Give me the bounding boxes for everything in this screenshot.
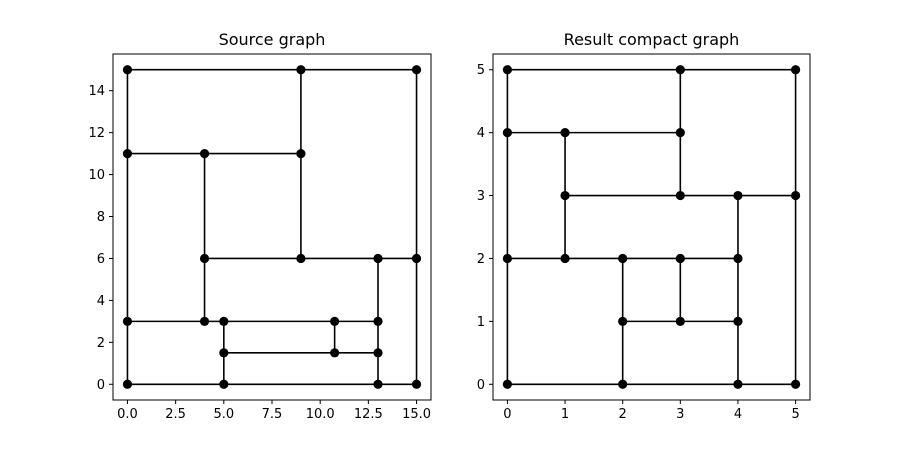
graph-node xyxy=(199,316,210,326)
graph-node xyxy=(790,190,801,201)
graph-node xyxy=(502,379,513,389)
graph-node xyxy=(502,128,513,138)
graph-node xyxy=(296,65,306,75)
graph-node xyxy=(122,149,133,159)
x-tick-label: 0 xyxy=(503,407,511,422)
graph-node xyxy=(373,253,383,264)
graph-node xyxy=(122,316,133,326)
y-tick-label: 1 xyxy=(477,315,485,330)
graph-node xyxy=(122,65,133,75)
graph-node xyxy=(618,316,628,326)
graph-node xyxy=(790,65,801,75)
graph-node xyxy=(330,348,340,358)
y-tick-label: 2 xyxy=(477,252,485,267)
graph-node xyxy=(560,128,570,138)
graph-node xyxy=(373,348,383,358)
y-tick-label: 12 xyxy=(88,126,105,141)
graph-node xyxy=(411,253,422,264)
graph-node xyxy=(560,190,570,201)
compact-graph-panel: Result compact graph 0 1 2 3 4 5 0 1 2 3 4 5 xyxy=(477,30,811,422)
x-tick-label: 2 xyxy=(619,407,627,422)
x-tick-label: 4 xyxy=(734,407,742,422)
chart-title: Result compact graph xyxy=(564,30,740,49)
graph-node xyxy=(502,65,513,75)
y-tick-label: 10 xyxy=(88,168,105,183)
graph-node xyxy=(373,316,383,326)
y-tick-label: 4 xyxy=(477,126,485,141)
graph-node xyxy=(411,379,422,389)
graph-node xyxy=(122,379,133,389)
axes-frame xyxy=(492,53,811,401)
graph-node xyxy=(199,149,210,159)
x-tick-label: 5 xyxy=(791,407,799,422)
graph-node xyxy=(733,253,743,264)
y-tick-label: 14 xyxy=(88,84,105,99)
y-tick-label: 3 xyxy=(477,189,485,204)
y-tick-label: 5 xyxy=(477,63,485,78)
graph-node xyxy=(675,190,685,201)
y-tick-label: 6 xyxy=(97,252,105,267)
graph-node xyxy=(618,379,628,389)
graph-node xyxy=(199,253,210,264)
graph-node xyxy=(675,253,685,264)
graph-node xyxy=(618,253,628,264)
graph-node xyxy=(675,316,685,326)
graph-node xyxy=(219,316,229,326)
y-tick-label: 8 xyxy=(97,210,105,225)
x-tick-label: 7.5 xyxy=(262,407,283,422)
x-tick-label: 3 xyxy=(676,407,684,422)
graph-node xyxy=(219,379,229,389)
graph-node xyxy=(733,316,743,326)
y-tick-label: 0 xyxy=(97,378,105,393)
graph-node xyxy=(733,190,743,201)
graph-node xyxy=(411,65,422,75)
x-tick-label: 12.5 xyxy=(354,407,383,422)
x-tick-label: 2.5 xyxy=(165,407,186,422)
graph-node xyxy=(675,65,685,75)
source-graph-panel: Source graph 0.0 2.5 5.0 7.5 10.0 12.5 15.0 0 2 4 6… xyxy=(88,30,432,422)
graph-node xyxy=(790,379,801,389)
graph-node xyxy=(502,253,513,264)
graph-node xyxy=(733,379,743,389)
graph-node xyxy=(330,316,340,326)
y-tick-label: 2 xyxy=(97,336,105,351)
graph-node xyxy=(296,253,306,264)
chart-title: Source graph xyxy=(219,30,326,49)
x-tick-label: 0.0 xyxy=(117,407,138,422)
y-tick-label: 4 xyxy=(97,294,105,309)
y-tick-label: 0 xyxy=(477,378,485,393)
graph-node xyxy=(219,348,229,358)
x-tick-label: 5.0 xyxy=(213,407,234,422)
x-tick-label: 10.0 xyxy=(306,407,335,422)
x-tick-label: 15.0 xyxy=(402,407,431,422)
graph-node xyxy=(560,253,570,264)
graph-node xyxy=(373,379,383,389)
axes-frame xyxy=(112,53,432,401)
graph-node xyxy=(296,149,306,159)
graph-node xyxy=(675,128,685,138)
x-tick-label: 1 xyxy=(561,407,569,422)
